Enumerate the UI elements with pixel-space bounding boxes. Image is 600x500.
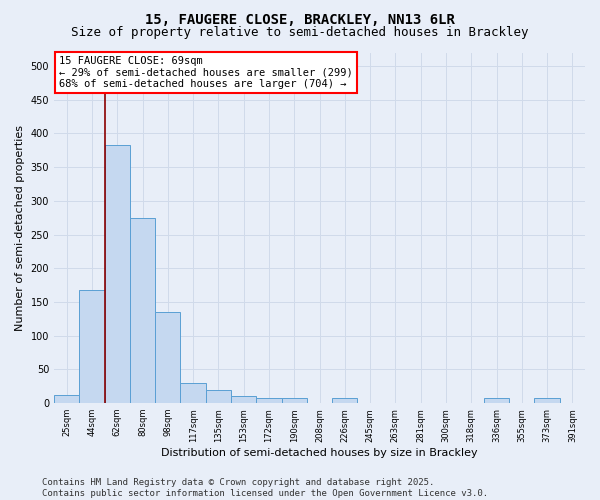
- Text: 15, FAUGERE CLOSE, BRACKLEY, NN13 6LR: 15, FAUGERE CLOSE, BRACKLEY, NN13 6LR: [145, 12, 455, 26]
- Bar: [281, 398, 307, 403]
- Bar: [484, 398, 509, 403]
- Bar: [181, 383, 206, 403]
- Bar: [206, 390, 231, 403]
- Bar: [256, 398, 281, 403]
- Bar: [104, 145, 130, 403]
- Bar: [332, 398, 358, 403]
- Bar: [155, 312, 181, 403]
- Bar: [79, 290, 104, 403]
- Text: 15 FAUGERE CLOSE: 69sqm
← 29% of semi-detached houses are smaller (299)
68% of s: 15 FAUGERE CLOSE: 69sqm ← 29% of semi-de…: [59, 56, 353, 89]
- Bar: [231, 396, 256, 403]
- Text: Contains HM Land Registry data © Crown copyright and database right 2025.
Contai: Contains HM Land Registry data © Crown c…: [42, 478, 488, 498]
- Y-axis label: Number of semi-detached properties: Number of semi-detached properties: [15, 125, 25, 331]
- Bar: [130, 218, 155, 403]
- Bar: [54, 395, 79, 403]
- Bar: [535, 398, 560, 403]
- X-axis label: Distribution of semi-detached houses by size in Brackley: Distribution of semi-detached houses by …: [161, 448, 478, 458]
- Text: Size of property relative to semi-detached houses in Brackley: Size of property relative to semi-detach…: [71, 26, 529, 39]
